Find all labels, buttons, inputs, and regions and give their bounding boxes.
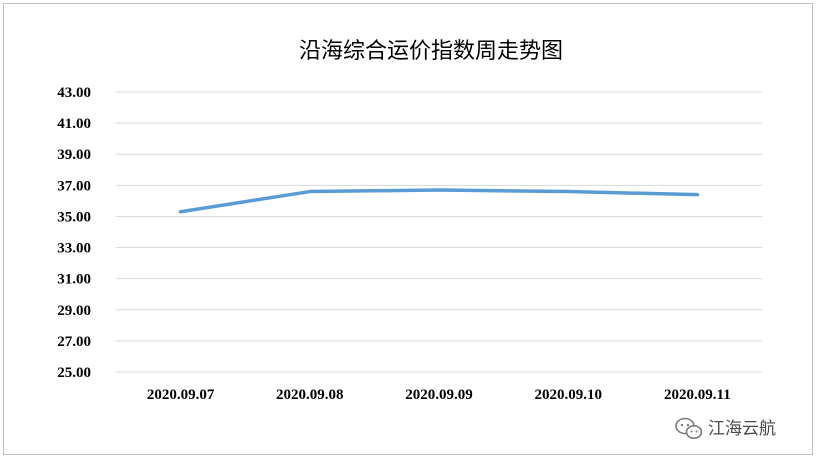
x-tick-label: 2020.09.07 [147, 387, 215, 403]
chart-frame [3, 3, 813, 455]
series-line [178, 188, 700, 214]
x-tick-label: 2020.09.11 [664, 387, 731, 403]
y-tick-label: 41.00 [57, 116, 91, 132]
y-tick-label: 35.00 [57, 209, 91, 225]
data-point [179, 210, 183, 214]
x-tick-label: 2020.09.09 [405, 387, 473, 403]
data-point [566, 190, 570, 194]
chart-title: 沿海综合运价指数周走势图 [299, 39, 563, 64]
y-tick-label: 27.00 [57, 334, 91, 350]
y-tick-label: 39.00 [57, 147, 91, 163]
data-point [695, 193, 699, 197]
wechat-icon [675, 417, 703, 439]
x-tick-label: 2020.09.10 [534, 387, 602, 403]
grid-lines [116, 91, 762, 373]
y-tick-label: 31.00 [57, 272, 91, 288]
data-point [437, 188, 441, 192]
y-tick-label: 37.00 [57, 178, 91, 194]
data-point [308, 190, 312, 194]
x-tick-label: 2020.09.08 [276, 387, 344, 403]
series-group [178, 188, 700, 214]
x-axis-ticks: 2020.09.07 2020.09.08 2020.09.09 2020.09.10… [147, 387, 731, 403]
y-axis-ticks: 43.00 41.00 39.00 37.00 35.00 33.00 31.00 29.00… [57, 85, 91, 381]
y-tick-label: 43.00 [57, 85, 91, 101]
y-tick-label: 25.00 [57, 365, 91, 381]
y-tick-label: 29.00 [57, 303, 91, 319]
y-tick-label: 33.00 [57, 241, 91, 257]
watermark: 江海云航 [675, 417, 776, 439]
watermark-text: 江海云航 [708, 419, 776, 439]
